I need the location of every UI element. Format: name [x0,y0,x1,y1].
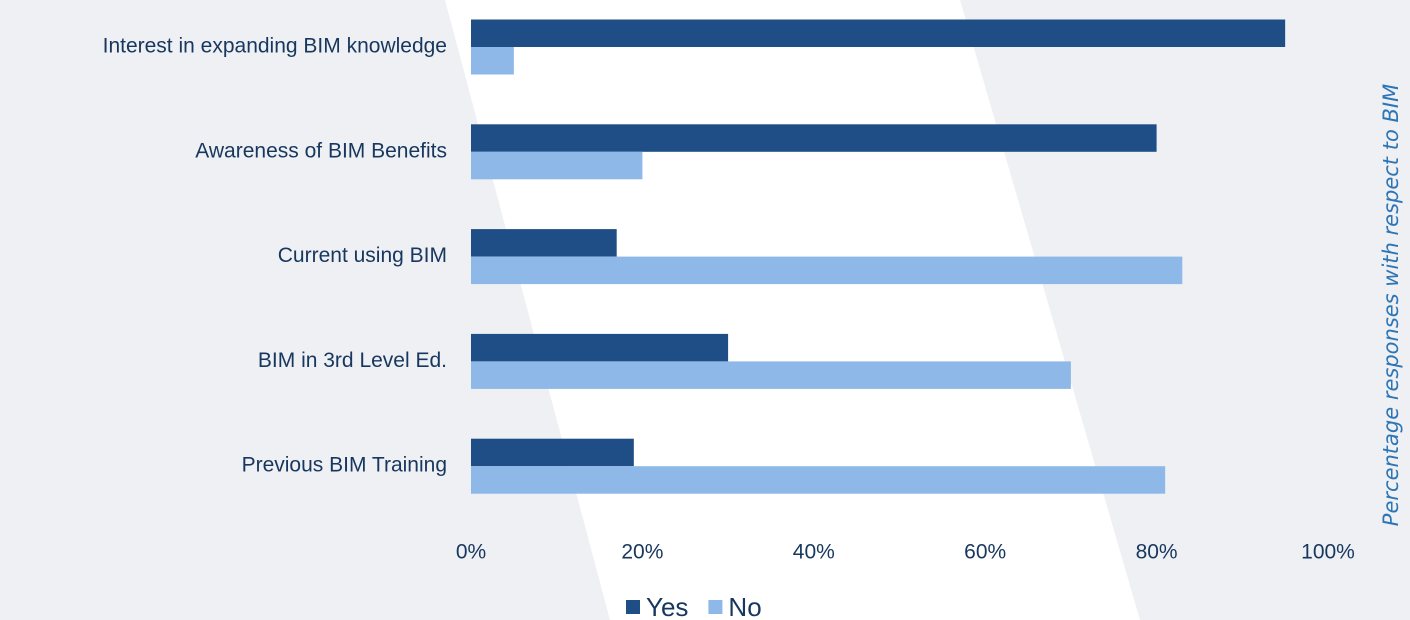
side-label: Percentage responses with respect to BIM [1379,84,1403,526]
bar [471,256,1183,285]
bar [471,151,643,180]
bar [471,47,514,75]
y-tick-label: Previous BIM Training [242,454,447,477]
x-tick-label: 80% [1136,541,1178,564]
x-tick-label: 20% [621,541,663,564]
bar [471,19,1286,47]
background-stripe [960,0,1410,620]
bar [471,361,1071,389]
legend-swatch [708,600,723,614]
background-stripe [0,0,610,620]
y-tick-label: Awareness of BIM Benefits [195,139,447,162]
y-tick-label: Current using BIM [278,244,447,267]
bar [471,333,729,362]
x-tick-label: 100% [1301,541,1355,564]
legend-label: No [728,592,761,620]
x-tick-label: 0% [456,541,486,564]
bar [471,229,617,257]
bar [471,466,1166,494]
bar [471,124,1157,152]
y-tick-label: Interest in expanding BIM knowledge [103,35,447,58]
legend-swatch [626,600,640,614]
y-tick-label: BIM in 3rd Level Ed. [258,349,447,372]
legend-label: Yes [646,592,688,620]
bar [471,438,634,467]
x-tick-label: 40% [793,541,835,564]
x-tick-label: 60% [964,541,1006,564]
